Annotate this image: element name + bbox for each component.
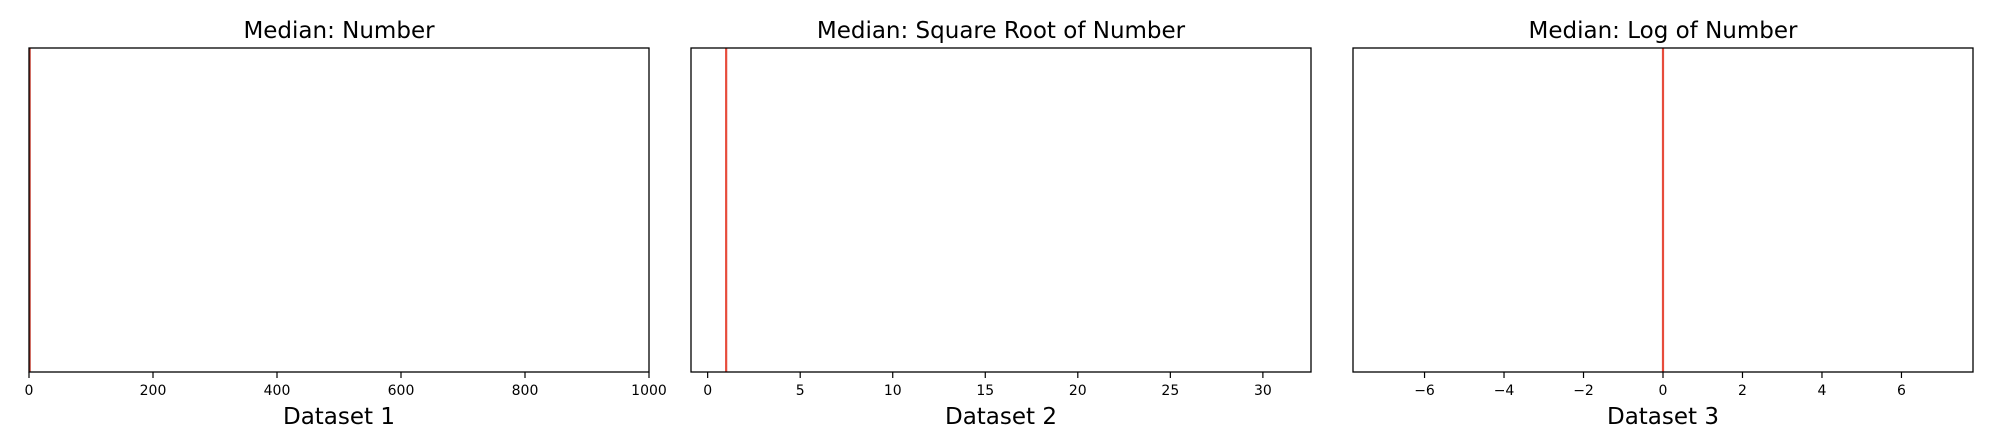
panel-2-title: Median: Square Root of Number — [817, 18, 1186, 44]
panel-3-xtick-label: −4 — [1494, 383, 1515, 399]
panel-3-xtick-label: 6 — [1897, 383, 1906, 399]
panel-1-xticks: 0 200 400 600 800 1000 — [25, 372, 667, 399]
panel-3-xticks: −6 −4 −2 0 2 4 6 — [1414, 372, 1906, 399]
panel-3-xtick-label: 0 — [1659, 383, 1668, 399]
panel-2-xtick-label: 30 — [1254, 383, 1272, 399]
panel-2-xtick-label: 25 — [1161, 383, 1179, 399]
panel-1-xtick-label: 0 — [25, 383, 34, 399]
panel-3-xtick-label: 2 — [1738, 383, 1747, 399]
panel-2: Median: Square Root of Number 0 5 10 15 20 25… — [690, 18, 1312, 430]
panel-3: Median: Log of Number −6 −4 −2 0 2 4 6 Dataset… — [1352, 18, 1974, 430]
panel-3-xtick-label: −2 — [1573, 383, 1594, 399]
panel-2-xtick-label: 5 — [796, 383, 805, 399]
panel-2-xtick-label: 15 — [976, 383, 994, 399]
panel-2-xtick-label: 20 — [1069, 383, 1087, 399]
panel-2-xtick-label: 0 — [703, 383, 712, 399]
panel-3-xtick-label: 4 — [1818, 383, 1827, 399]
panel-1: Median: Number 0 200 400 600 800 1000 Dataset… — [25, 18, 667, 430]
panel-1-axes-frame — [28, 47, 650, 373]
panel-1-xtick-label: 800 — [512, 383, 539, 399]
panel-2-axes-frame — [690, 47, 1312, 373]
panel-2-xlabel: Dataset 2 — [945, 404, 1057, 430]
panel-3-xtick-label: −6 — [1414, 383, 1435, 399]
panel-2-xtick-label: 10 — [884, 383, 902, 399]
panel-2-xticks: 0 5 10 15 20 25 30 — [703, 372, 1272, 399]
panel-1-xtick-label: 200 — [140, 383, 167, 399]
panel-3-xlabel: Dataset 3 — [1607, 404, 1719, 430]
panel-1-xtick-label: 1000 — [631, 383, 667, 399]
panel-1-xlabel: Dataset 1 — [283, 404, 395, 430]
panel-1-title: Median: Number — [243, 18, 435, 44]
panel-1-xtick-label: 600 — [388, 383, 415, 399]
panel-1-xtick-label: 400 — [264, 383, 291, 399]
panel-3-title: Median: Log of Number — [1529, 18, 1799, 44]
